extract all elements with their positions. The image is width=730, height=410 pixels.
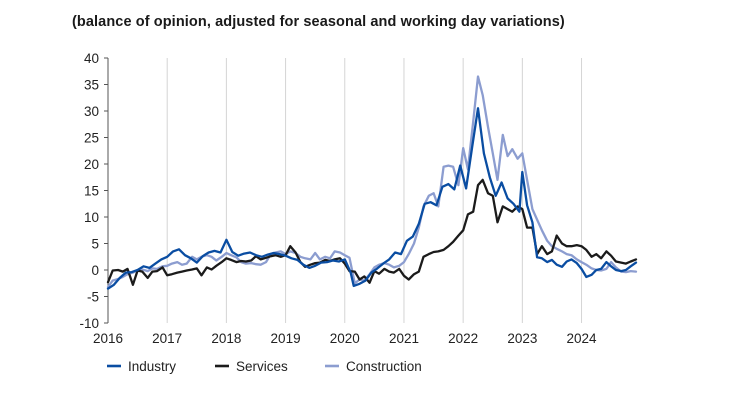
chart-title: (balance of opinion, adjusted for season… (72, 14, 565, 30)
y-tick-label: 15 (84, 184, 99, 199)
x-tick-label: 2018 (211, 331, 241, 346)
y-tick-label: -10 (79, 316, 99, 331)
x-tick-label: 2019 (271, 331, 301, 346)
y-tick-label: 35 (84, 78, 99, 93)
x-tick-label: 2017 (152, 331, 182, 346)
legend-label-industry: Industry (128, 359, 176, 374)
legend-label-construction: Construction (346, 359, 422, 374)
legend-label-services: Services (236, 359, 288, 374)
axes: -10 -5 0 5 10 15 20 25 30 35 40 2016 2017 2018 2019 202… (79, 51, 597, 346)
series-line-services (106, 178, 638, 286)
y-tick-label: 10 (84, 210, 99, 225)
x-tick-label: 2023 (507, 331, 537, 346)
series-lines (106, 75, 638, 290)
y-tick-label: 5 (91, 237, 99, 252)
x-tick-label: 2021 (389, 331, 419, 346)
y-tick-label: 40 (84, 51, 99, 66)
y-tick-label: 0 (91, 263, 99, 278)
y-tick-label: 25 (84, 131, 99, 146)
x-tick-label: 2024 (567, 331, 598, 346)
legend: Industry Services Construction (107, 359, 422, 374)
series-line-industry (106, 107, 638, 290)
x-tick-label: 2016 (93, 331, 123, 346)
y-tick-label: -5 (87, 290, 99, 305)
x-tick-label: 2020 (330, 331, 360, 346)
y-tick-label: 20 (84, 157, 99, 172)
vertical-gridlines (107, 58, 583, 323)
y-tick-label: 30 (84, 104, 99, 119)
x-tick-label: 2022 (448, 331, 478, 346)
